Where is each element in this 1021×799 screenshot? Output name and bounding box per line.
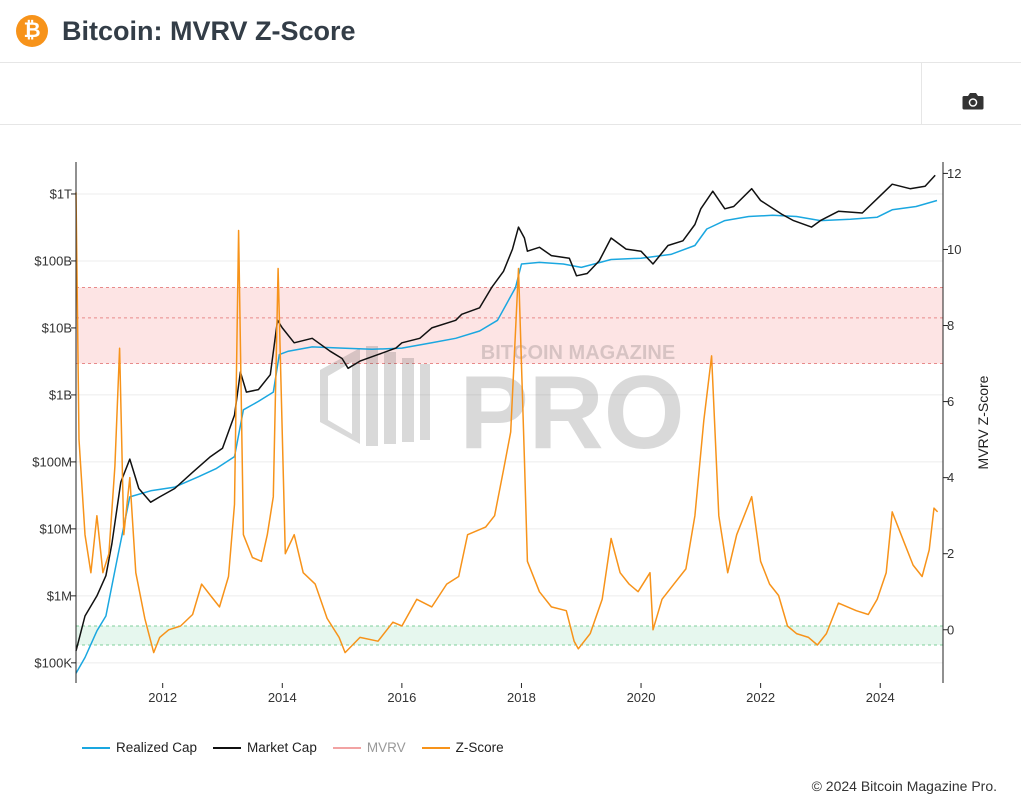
legend-label: MVRV	[366, 740, 406, 755]
z-score-line	[75, 192, 939, 654]
right-axis-title: MVRV Z-Score	[975, 375, 991, 469]
chart-toolbar	[0, 62, 1021, 125]
legend-label: Market Cap	[247, 740, 317, 755]
x-tick-label: 2022	[746, 690, 775, 705]
x-tick-label: 2018	[507, 690, 536, 705]
market-cap-line	[75, 174, 936, 652]
left-tick-label: $10B	[42, 320, 72, 335]
gridlines	[76, 193, 943, 664]
legend-swatch	[421, 746, 450, 749]
chart-legend: Realized Cap Market Cap MVRV Z-Score	[82, 740, 504, 755]
legend-swatch	[82, 746, 110, 749]
valuation-bands	[76, 286, 943, 646]
left-tick-label: $1B	[49, 387, 72, 402]
right-tick-label: 8	[947, 318, 954, 333]
legend-label: Z-Score	[455, 740, 504, 755]
series-lines	[75, 174, 939, 674]
watermark-small-text: BITCOIN MAGAZINE	[481, 342, 675, 364]
left-tick-label: $1T	[50, 186, 72, 201]
legend-item-realized-cap[interactable]: Realized Cap	[82, 740, 197, 755]
right-tick-label: 2	[947, 546, 954, 561]
right-tick-label: 10	[947, 242, 961, 257]
legend-label: Realized Cap	[116, 740, 198, 755]
left-tick-label: $100K	[34, 655, 72, 670]
toolbar-divider	[921, 62, 922, 124]
left-tick-label: $10M	[39, 521, 72, 536]
overvalued-band	[76, 287, 943, 364]
undervalued-band	[76, 625, 943, 645]
watermark-big-text: PRO	[459, 355, 684, 471]
x-tick-label: 2016	[387, 690, 416, 705]
legend-item-market-cap[interactable]: Market Cap	[213, 740, 317, 755]
right-tick-label: 0	[947, 622, 954, 637]
right-tick-label: 12	[947, 166, 961, 181]
watermark: BITCOIN MAGAZINE PRO	[320, 342, 685, 471]
legend-item-z-score[interactable]: Z-Score	[421, 740, 504, 755]
watermark-logo-icon	[320, 346, 430, 446]
page-title: Bitcoin: MVRV Z-Score	[62, 16, 356, 46]
x-tick-label: 2014	[268, 690, 297, 705]
right-tick-label: 6	[947, 394, 954, 409]
right-tick-label: 4	[947, 470, 954, 485]
legend-swatch	[332, 746, 361, 749]
x-tick-label: 2024	[866, 690, 895, 705]
legend-swatch	[213, 746, 242, 749]
mvrv-zscore-chart: BITCOIN MAGAZINE PRO 2012 2014 2016 2018 202…	[32, 162, 991, 705]
copyright-text: © 2024 Bitcoin Magazine Pro.	[811, 778, 997, 794]
left-tick-label: $1M	[47, 588, 72, 603]
left-tick-label: $100B	[34, 253, 72, 268]
header: ₿ Bitcoin: MVRV Z-Score	[0, 0, 1021, 63]
axes: 2012 2014 2016 2018 2020 2022 2024$100K$1M$10M…	[32, 162, 991, 705]
camera-icon[interactable]	[962, 92, 984, 110]
left-tick-label: $100M	[32, 454, 72, 469]
x-tick-label: 2020	[627, 690, 656, 705]
x-tick-label: 2012	[148, 690, 177, 705]
bitcoin-logo-icon: ₿	[16, 15, 48, 47]
legend-item-mvrv[interactable]: MVRV	[332, 740, 406, 755]
